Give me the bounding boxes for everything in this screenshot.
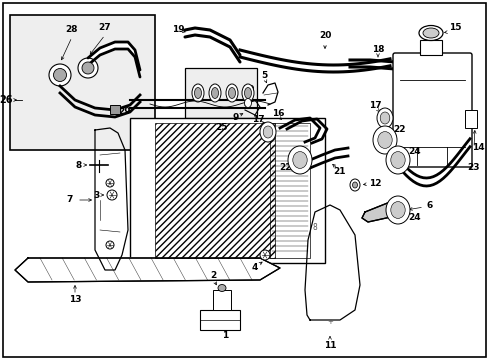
Ellipse shape [385, 146, 409, 174]
Ellipse shape [349, 179, 359, 191]
Ellipse shape [194, 87, 201, 99]
Text: 10: 10 [242, 85, 254, 94]
Polygon shape [361, 200, 404, 222]
Text: 24: 24 [408, 148, 421, 157]
Ellipse shape [218, 284, 225, 292]
Text: 14: 14 [471, 144, 483, 153]
Text: 11: 11 [323, 341, 336, 350]
Text: 29: 29 [119, 108, 131, 117]
Ellipse shape [107, 190, 117, 200]
Text: 22: 22 [393, 126, 406, 135]
Ellipse shape [260, 122, 275, 142]
Text: 26: 26 [0, 95, 13, 105]
Ellipse shape [380, 112, 389, 124]
Ellipse shape [106, 241, 114, 249]
Ellipse shape [228, 87, 235, 99]
Text: 6: 6 [426, 201, 432, 210]
Ellipse shape [385, 196, 409, 224]
Ellipse shape [208, 84, 221, 102]
Text: +: + [326, 319, 332, 325]
Ellipse shape [377, 132, 391, 148]
Text: 2: 2 [209, 270, 216, 279]
Text: 27: 27 [99, 23, 111, 32]
Text: 12: 12 [368, 179, 381, 188]
Ellipse shape [260, 250, 269, 260]
Text: 20: 20 [318, 31, 330, 40]
Ellipse shape [352, 182, 357, 188]
Text: 13: 13 [69, 296, 81, 305]
Ellipse shape [244, 99, 251, 108]
Text: 21: 21 [333, 167, 346, 176]
Ellipse shape [422, 28, 438, 38]
Text: 8: 8 [312, 222, 317, 231]
Text: 9: 9 [232, 113, 239, 122]
Bar [130, 118, 325, 263]
Text: 18: 18 [371, 45, 384, 54]
Text: 17: 17 [251, 116, 264, 125]
Ellipse shape [263, 126, 272, 138]
Text: 1: 1 [222, 330, 228, 339]
Text: 17: 17 [368, 102, 381, 111]
Text: 8: 8 [76, 161, 82, 170]
Ellipse shape [390, 202, 405, 219]
Ellipse shape [376, 108, 392, 128]
Ellipse shape [244, 87, 251, 99]
Ellipse shape [418, 26, 442, 40]
Text: 5: 5 [260, 72, 266, 81]
Text: 22: 22 [278, 163, 291, 172]
Text: 19: 19 [171, 26, 184, 35]
Ellipse shape [49, 64, 71, 86]
Ellipse shape [390, 152, 405, 168]
FancyBboxPatch shape [392, 53, 471, 167]
Ellipse shape [78, 58, 98, 78]
Text: 15: 15 [448, 23, 460, 32]
Bar [10, 15, 155, 150]
Bar [200, 310, 240, 330]
Bar [184, 68, 257, 118]
Bar [269, 123, 309, 258]
Bar [155, 123, 274, 258]
Ellipse shape [242, 84, 253, 102]
Bar [110, 105, 120, 114]
Text: 3: 3 [94, 190, 100, 199]
Bar [464, 110, 476, 128]
Text: 16: 16 [271, 109, 284, 118]
Ellipse shape [287, 146, 311, 174]
Ellipse shape [82, 62, 94, 74]
Text: 4: 4 [251, 262, 258, 271]
Ellipse shape [53, 68, 66, 81]
Ellipse shape [211, 87, 218, 99]
Text: 23: 23 [467, 163, 479, 172]
Text: 7: 7 [67, 195, 73, 204]
Polygon shape [15, 258, 280, 282]
Text: 28: 28 [65, 26, 78, 35]
Bar [419, 40, 441, 55]
Ellipse shape [292, 152, 306, 168]
Bar [213, 290, 230, 310]
Text: 24: 24 [408, 213, 421, 222]
Ellipse shape [192, 84, 203, 102]
Ellipse shape [225, 84, 238, 102]
Ellipse shape [106, 179, 114, 187]
Text: 25: 25 [214, 123, 227, 132]
Ellipse shape [372, 126, 396, 154]
